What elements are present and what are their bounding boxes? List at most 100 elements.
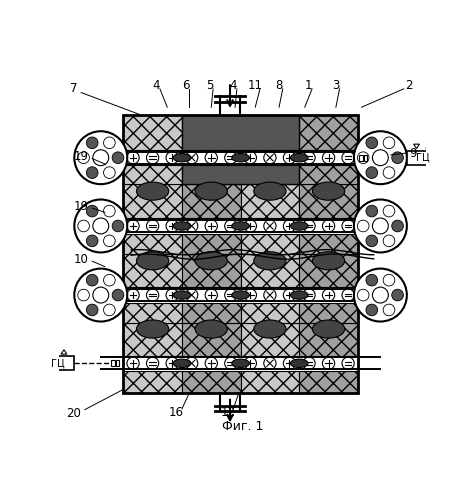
- Ellipse shape: [195, 320, 228, 338]
- Circle shape: [112, 152, 124, 164]
- Polygon shape: [49, 350, 55, 354]
- Circle shape: [147, 152, 159, 164]
- Circle shape: [383, 304, 395, 316]
- Circle shape: [166, 357, 178, 369]
- Circle shape: [225, 289, 237, 301]
- Ellipse shape: [195, 182, 228, 200]
- Circle shape: [264, 152, 276, 164]
- Ellipse shape: [195, 251, 228, 270]
- Ellipse shape: [232, 154, 249, 162]
- Bar: [111, 360, 115, 366]
- Circle shape: [383, 137, 395, 149]
- Circle shape: [358, 152, 369, 164]
- Ellipse shape: [290, 222, 308, 230]
- Text: 10: 10: [74, 253, 88, 266]
- Ellipse shape: [290, 291, 308, 299]
- Ellipse shape: [137, 251, 169, 270]
- Circle shape: [303, 220, 315, 232]
- Bar: [123, 115, 182, 184]
- Bar: [182, 184, 241, 254]
- Circle shape: [104, 205, 115, 217]
- Circle shape: [342, 152, 354, 164]
- Circle shape: [166, 289, 178, 301]
- Bar: [182, 115, 299, 184]
- Ellipse shape: [254, 251, 286, 270]
- Circle shape: [354, 200, 407, 252]
- Circle shape: [244, 289, 256, 301]
- Circle shape: [87, 167, 98, 179]
- Text: 12: 12: [220, 406, 235, 419]
- Circle shape: [283, 220, 296, 232]
- Circle shape: [127, 152, 139, 164]
- Circle shape: [354, 268, 407, 321]
- Circle shape: [244, 152, 256, 164]
- Circle shape: [303, 289, 315, 301]
- Text: 3: 3: [332, 79, 340, 92]
- Bar: [123, 184, 182, 254]
- Ellipse shape: [232, 222, 249, 230]
- Circle shape: [283, 357, 296, 369]
- Ellipse shape: [313, 251, 345, 270]
- Bar: [241, 323, 299, 393]
- Text: 20: 20: [66, 407, 81, 420]
- Circle shape: [104, 274, 115, 286]
- Bar: [241, 254, 299, 323]
- Text: 6: 6: [182, 79, 189, 92]
- Circle shape: [366, 137, 377, 149]
- Bar: [299, 254, 358, 323]
- Ellipse shape: [137, 182, 169, 200]
- Circle shape: [185, 357, 198, 369]
- Bar: [123, 287, 358, 303]
- Circle shape: [323, 220, 335, 232]
- Circle shape: [127, 357, 139, 369]
- Ellipse shape: [173, 359, 191, 368]
- Circle shape: [244, 220, 256, 232]
- Circle shape: [147, 357, 159, 369]
- Circle shape: [323, 357, 335, 369]
- Circle shape: [392, 220, 403, 232]
- Text: 19: 19: [74, 150, 88, 163]
- Circle shape: [127, 220, 139, 232]
- Text: ГЦ: ГЦ: [416, 153, 430, 163]
- Text: ГЦ: ГЦ: [52, 358, 65, 368]
- Circle shape: [342, 357, 354, 369]
- Bar: [182, 254, 241, 323]
- Circle shape: [366, 235, 377, 247]
- Bar: [123, 115, 358, 393]
- Polygon shape: [413, 144, 420, 149]
- Circle shape: [78, 289, 89, 301]
- Circle shape: [74, 268, 127, 321]
- Circle shape: [372, 218, 388, 234]
- Circle shape: [166, 152, 178, 164]
- Circle shape: [366, 167, 377, 179]
- Circle shape: [112, 289, 124, 301]
- Circle shape: [104, 167, 115, 179]
- Text: 5: 5: [206, 79, 213, 92]
- Bar: [364, 155, 367, 161]
- Bar: [123, 254, 182, 323]
- Circle shape: [264, 220, 276, 232]
- Circle shape: [104, 235, 115, 247]
- Circle shape: [303, 357, 315, 369]
- Circle shape: [104, 137, 115, 149]
- Circle shape: [93, 218, 109, 234]
- Circle shape: [205, 220, 218, 232]
- Text: 2: 2: [405, 79, 413, 92]
- Circle shape: [225, 152, 237, 164]
- Bar: [299, 115, 358, 184]
- Circle shape: [78, 220, 89, 232]
- Ellipse shape: [290, 154, 308, 162]
- Text: 19: 19: [74, 200, 88, 213]
- Circle shape: [185, 289, 198, 301]
- Circle shape: [383, 274, 395, 286]
- Circle shape: [342, 289, 354, 301]
- Circle shape: [185, 220, 198, 232]
- Bar: [123, 323, 182, 393]
- Circle shape: [112, 220, 124, 232]
- Circle shape: [104, 304, 115, 316]
- Circle shape: [147, 220, 159, 232]
- Ellipse shape: [254, 182, 286, 200]
- Circle shape: [303, 152, 315, 164]
- Circle shape: [225, 357, 237, 369]
- Text: 4: 4: [229, 79, 237, 92]
